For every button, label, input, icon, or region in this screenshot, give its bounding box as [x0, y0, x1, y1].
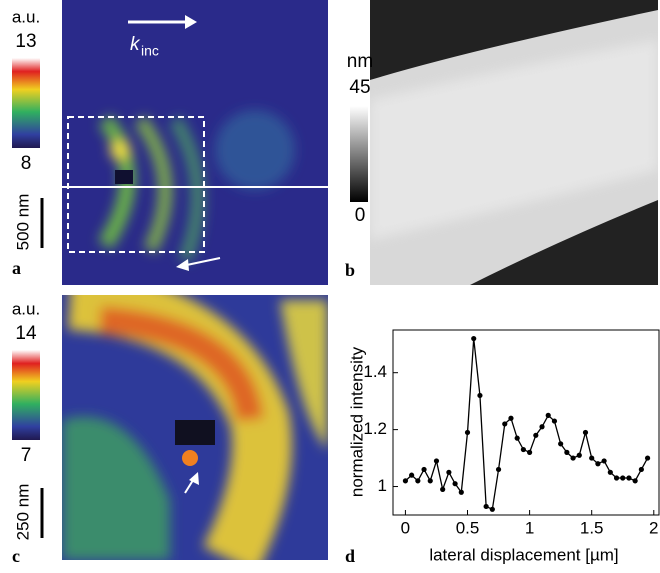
data-point: [458, 489, 464, 495]
y-tick-label: 1.4: [363, 362, 387, 381]
data-point: [514, 435, 520, 441]
data-point: [644, 455, 651, 461]
data-point: [620, 475, 626, 481]
data-point: [533, 432, 539, 438]
data-point: [601, 458, 607, 464]
data-point: [471, 335, 477, 342]
hotspot: [110, 140, 130, 160]
data-point: [595, 461, 601, 467]
data-point: [464, 429, 471, 436]
data-point: [502, 421, 508, 427]
data-point: [483, 503, 489, 510]
colorbar-unit: nm: [347, 51, 373, 72]
panel-letter: c: [12, 546, 20, 566]
colorbar-tick: 13: [15, 31, 36, 52]
data-point: [545, 412, 551, 418]
topography-map-b: [370, 0, 658, 285]
colorbar-tick: 45: [349, 77, 370, 98]
near-field-map-a: [62, 0, 328, 285]
map-features: [62, 295, 328, 560]
blob: [215, 110, 295, 190]
y-tick-label: 1.2: [363, 419, 387, 438]
hotspot: [182, 450, 198, 466]
colorbar: [12, 58, 40, 148]
x-tick-label: 1: [525, 518, 534, 537]
y-axis-label: normalized intensity: [347, 346, 366, 497]
data-point: [576, 452, 582, 458]
data-point: [564, 449, 570, 455]
data-point: [626, 475, 632, 481]
data-point: [433, 458, 440, 464]
colorbar-tick: 0: [355, 205, 366, 226]
pointer-arrow-head: [176, 259, 189, 271]
data-point: [582, 429, 589, 436]
data-point: [440, 486, 446, 492]
data-point: [527, 449, 533, 455]
data-point: [402, 478, 409, 484]
data-point: [539, 424, 545, 430]
x-tick-label: 2: [649, 518, 658, 537]
panel-letter: d: [345, 546, 355, 566]
wire-highlight: [370, 40, 658, 240]
data-point: [508, 415, 514, 421]
scale-bar-label: 500 nm: [13, 194, 32, 251]
colorbar: [350, 106, 368, 202]
data-point: [589, 455, 595, 461]
colorbar-unit: a.u.: [12, 7, 40, 26]
data-point: [520, 446, 526, 453]
data-point: [477, 392, 483, 399]
data-line: [404, 338, 649, 511]
k-arrow-head: [185, 15, 197, 29]
x-tick-label: 0.5: [456, 518, 480, 537]
data-point: [632, 478, 638, 484]
data-point: [638, 466, 644, 473]
y-tick-label: 1: [378, 476, 387, 495]
colorbar-tick: 8: [21, 153, 32, 174]
dark-spot: [115, 170, 133, 184]
data-point: [607, 469, 613, 475]
fringe: [98, 306, 264, 423]
data-point: [421, 466, 427, 473]
data-point: [446, 469, 452, 475]
k-subscript: inc: [141, 43, 159, 59]
region: [62, 416, 170, 560]
data-point: [427, 478, 433, 484]
roi-box: [67, 116, 205, 253]
line-chart: normalized intensity lateral displacemen…: [345, 329, 660, 566]
data-point: [489, 506, 495, 512]
data-point: [558, 441, 564, 447]
data-point: [551, 418, 558, 424]
scale-bar-label: 250 nm: [13, 484, 32, 541]
data-point: [452, 481, 458, 487]
data-point: [495, 466, 502, 473]
pointer-arrow-head: [189, 472, 199, 485]
k-symbol: k: [130, 34, 141, 55]
colorbar-unit: a.u.: [12, 299, 40, 318]
data-point: [570, 455, 576, 461]
x-tick-label: 0: [401, 518, 410, 537]
near-field-map-c: [62, 295, 328, 560]
data-point: [415, 478, 421, 484]
fringe: [134, 115, 173, 254]
data-point: [613, 475, 620, 481]
x-tick-label: 1.5: [580, 518, 604, 537]
colorbar-tick: 14: [15, 323, 37, 344]
plot-frame: [392, 329, 660, 516]
data-point: [409, 472, 415, 478]
panel-letter: a: [12, 258, 21, 278]
x-axis-label: lateral displacement [µm]: [429, 545, 618, 564]
colorbar: [12, 350, 40, 440]
colorbar-tick: 7: [21, 445, 32, 466]
dark-spot: [175, 420, 215, 445]
region: [280, 300, 328, 450]
panel-letter: b: [345, 260, 355, 280]
